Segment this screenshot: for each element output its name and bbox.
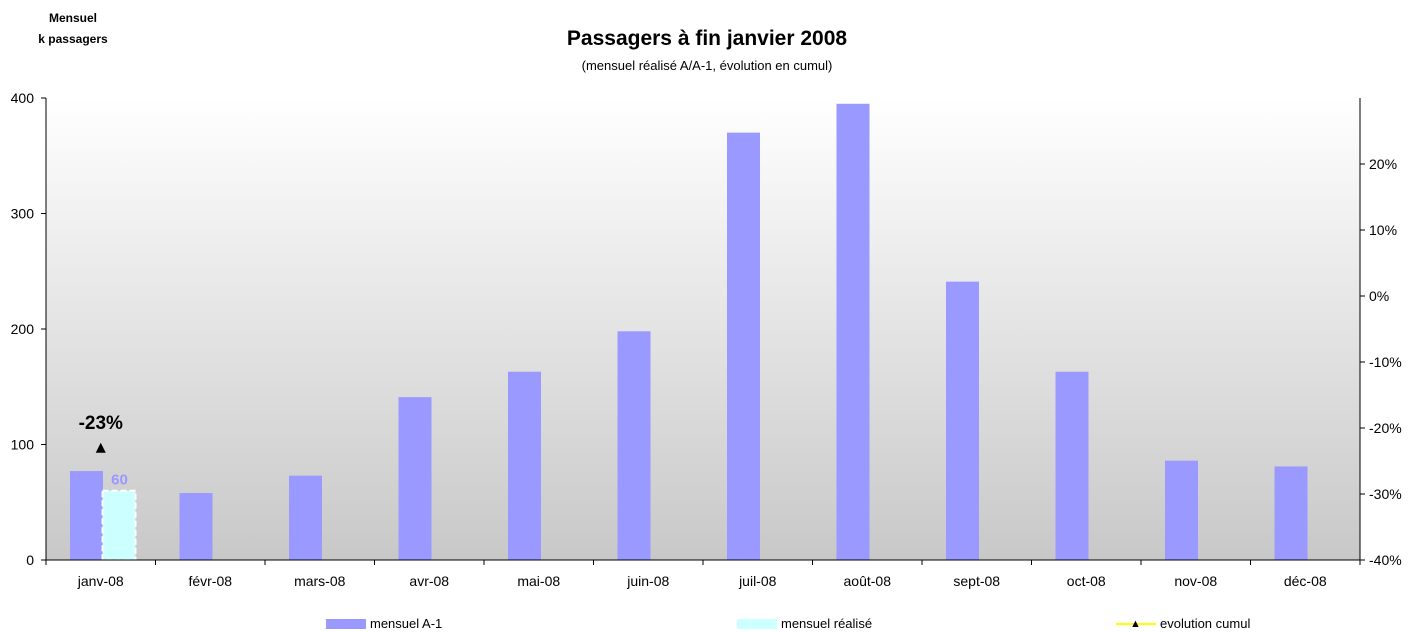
x-tick-label: nov-08 bbox=[1174, 573, 1217, 589]
bar-mensuel-a1 bbox=[1165, 460, 1198, 560]
bar-mensuel-a1 bbox=[398, 397, 432, 560]
bar-mensuel-a1 bbox=[727, 132, 760, 560]
x-tick-label: oct-08 bbox=[1067, 573, 1106, 589]
left-tick-label: 400 bbox=[11, 90, 35, 106]
bar-mensuel-a1 bbox=[70, 471, 103, 560]
legend-label-previous-year: mensuel A-1 bbox=[370, 616, 443, 631]
left-tick-label: 200 bbox=[11, 321, 35, 337]
x-tick-label: août-08 bbox=[844, 573, 892, 589]
x-tick-label: juil-08 bbox=[738, 573, 777, 589]
bar-mensuel-a1 bbox=[508, 371, 541, 560]
x-tick-label: juin-08 bbox=[626, 573, 669, 589]
x-tick-label: sept-08 bbox=[953, 573, 1000, 589]
legend-label-realised: mensuel réalisé bbox=[781, 616, 873, 631]
bar-mensuel-a1 bbox=[289, 475, 322, 560]
x-tick-label: févr-08 bbox=[188, 573, 232, 589]
data-label-evolution: -23% bbox=[79, 413, 123, 434]
left-axis-unit-line2: k passagers bbox=[38, 32, 108, 46]
left-tick-label: 300 bbox=[11, 206, 35, 222]
bar-mensuel-a1 bbox=[836, 103, 870, 561]
right-tick-label: -20% bbox=[1369, 420, 1402, 436]
bar-mensuel-a1 bbox=[1055, 371, 1089, 560]
right-tick-label: 0% bbox=[1369, 288, 1389, 304]
data-label-realise: 60 bbox=[111, 472, 128, 489]
bar-mensuel-a1 bbox=[617, 331, 651, 560]
bar-mensuel-a1 bbox=[179, 493, 213, 560]
x-tick-label: mai-08 bbox=[517, 573, 560, 589]
left-tick-label: 100 bbox=[11, 437, 35, 453]
right-tick-label: -40% bbox=[1369, 552, 1402, 568]
chart-subtitle: (mensuel réalisé A/A-1, évolution en cum… bbox=[581, 58, 833, 73]
x-tick-label: janv-08 bbox=[77, 573, 124, 589]
marker-evolution-cumul bbox=[95, 442, 106, 453]
bar-mensuel-a1 bbox=[946, 281, 979, 560]
legend-item-cumulative: ▲ evolution cumul bbox=[1116, 616, 1250, 631]
triangle-marker-icon: ▲ bbox=[1130, 617, 1141, 630]
bar-mensuel-realise bbox=[101, 489, 137, 562]
legend-swatch-realised bbox=[737, 618, 777, 629]
legend-label-cumulative: evolution cumul bbox=[1160, 616, 1251, 631]
chart-title: Passagers à fin janvier 2008 bbox=[566, 27, 848, 50]
x-tick-label: mars-08 bbox=[294, 573, 346, 589]
legend-item-previous-year: mensuel A-1 bbox=[326, 616, 442, 631]
right-tick-label: 20% bbox=[1369, 156, 1397, 172]
right-tick-label: 10% bbox=[1369, 222, 1397, 238]
x-tick-label: avr-08 bbox=[409, 573, 449, 589]
legend-swatch-cumulative: ▲ bbox=[1116, 618, 1156, 630]
left-axis-unit-line1: Mensuel bbox=[48, 11, 97, 25]
bar-mensuel-a1 bbox=[1274, 466, 1308, 560]
legend-item-realised: mensuel réalisé bbox=[737, 616, 872, 631]
left-tick-label: 0 bbox=[26, 552, 34, 568]
plot-area bbox=[46, 98, 1360, 560]
right-tick-label: -10% bbox=[1369, 354, 1402, 370]
legend-swatch-previous-year bbox=[326, 618, 366, 629]
x-tick-label: déc-08 bbox=[1284, 573, 1327, 589]
left-axis-unit: Mensuel k passagers bbox=[18, 8, 128, 50]
right-tick-label: -30% bbox=[1369, 486, 1402, 502]
